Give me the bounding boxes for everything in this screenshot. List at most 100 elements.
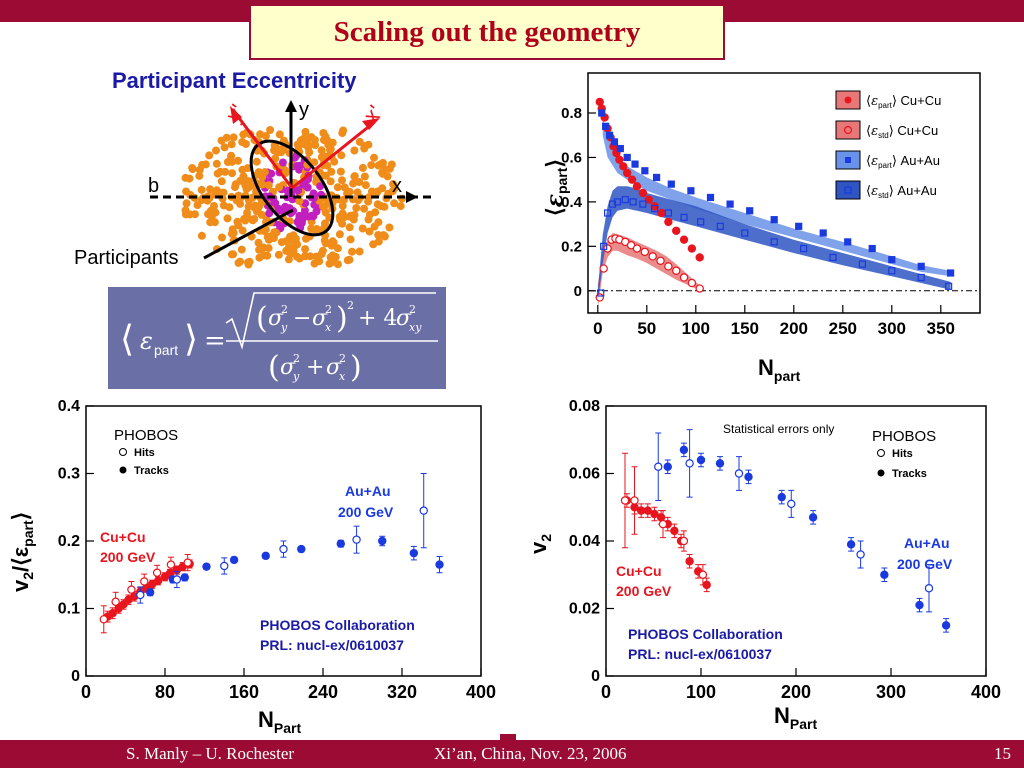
data-point-au-au-std [697,218,705,226]
spectator-nucleon [250,215,259,223]
spectator-nucleon [188,164,197,172]
data-point-au-au-std [770,238,778,246]
spectator-nucleon [338,176,346,185]
legend-swatch-auau-std [835,180,861,200]
legend-tracks-marker [119,466,127,474]
data-point-cu-cu-part [695,253,704,262]
data-point-au-au-part [770,216,778,224]
spectator-nucleon [197,231,206,240]
data-point-au-au-hits [172,575,182,584]
spectator-nucleon [319,129,328,137]
formula-sigma-xy: σ [396,306,412,331]
data-point-cu-cu-hits [183,558,192,567]
y-tick-label: 0.6 [561,149,582,166]
spectator-nucleon [346,235,355,244]
participant-nucleon [316,182,325,191]
data-point-cu-cu-part [657,208,666,218]
cucu-energy-label: 200 GeV [616,583,672,599]
data-point-cu-cu-hits [166,560,176,569]
spectator-nucleon [197,185,206,194]
spectator-nucleon [374,218,383,227]
v2-over-eccentricity-chart: 0 80 160 240 320 400 0 0.1 0.2 0.3 0.4 PHOBOS Hits… [8,398,496,736]
data-point-au-au-tracks [202,562,211,571]
spectator-nucleon [330,157,339,166]
data-point-au-au-part [844,238,852,246]
formula-den-sub-x: x [339,370,346,383]
x-tick-label: 300 [878,319,906,338]
spectator-nucleon [333,183,342,192]
formula-den-plus: + [306,355,324,380]
legend-hits-marker [877,449,885,457]
y-tick-label: 0 [591,668,600,685]
eccentricity-vs-npart-chart: 0 50 100 150 200 250 300 350 0 0.2 0.4 0.6 0.8 ⟨εpar… [542,72,981,384]
spectator-nucleon [317,250,326,258]
cucu-label: Cu+Cu [616,563,662,579]
x-tick-label: 400 [971,682,1001,702]
x-label: x [392,175,402,197]
data-point-au-au-part [795,222,803,230]
data-point-au-au-std [829,253,837,262]
participants-pointer [203,208,294,260]
spectator-nucleon [252,157,261,166]
spectator-nucleon [358,163,367,172]
y-prime-label: y' [221,100,250,127]
data-point-au-au-hits [787,499,796,509]
data-point-cu-cu-part [622,168,632,178]
eccentricity-title: Participant Eccentricity [112,68,357,93]
spectator-nucleon [360,172,369,181]
x-tick-label: 100 [682,319,710,338]
data-point-au-au-std [680,213,688,222]
data-point-cu-cu-hits [111,597,120,606]
spectator-nucleon [374,231,383,239]
formula-sup-2d: 2 [409,303,416,316]
data-point-au-au-tracks [378,536,387,546]
spectator-nucleon [380,232,389,241]
spectator-nucleon [339,126,348,135]
spectator-nucleon [275,130,284,139]
data-point-au-au-part [616,144,624,153]
data-point-au-au-std [664,209,672,217]
x-tick-label: 200 [781,682,811,702]
formula-paren-close: ) [336,301,348,336]
y-tick-label: 0.2 [58,533,80,550]
data-point-au-au-hits [279,544,288,554]
data-point-au-au-part [706,193,715,202]
data-point-au-au-tracks [663,462,672,471]
data-point-au-au-part [819,229,827,237]
spectator-nucleon [227,250,236,259]
spectator-nucleon [295,197,304,205]
data-point-cu-cu-hits [630,496,639,505]
data-point-au-au-std [639,200,647,208]
spectator-nucleon [181,206,190,215]
data-point-cu-cu-hits [679,536,689,546]
spectator-nucleon [312,225,321,233]
formula-den-sup-2a: 2 [293,352,300,365]
legend-label-auau-part: ⟨εpart⟩ Au+Au [866,153,940,170]
spectator-nucleon [219,188,228,197]
spectator-nucleon [355,178,364,186]
footer-bar: S. Manly – U. Rochester Xi’an, China, No… [0,740,1024,768]
participant-nucleon [265,209,274,218]
x-tick-label: 300 [876,682,906,702]
data-point-au-au-std [603,209,612,217]
formula-den-sup-2b: 2 [339,352,346,365]
x-tick-label: 350 [927,319,955,338]
x-tick-label: 250 [829,319,857,338]
spectator-nucleon [238,226,247,235]
spectator-nucleon [301,132,310,141]
spectator-nucleon [228,169,237,178]
data-point-cu-cu-std [679,273,689,282]
spectator-nucleon [240,215,249,223]
band-cu-cu-std [597,233,704,309]
spectator-nucleon [275,183,284,192]
data-point-au-au-part [917,262,925,270]
spectator-nucleon [182,187,191,196]
data-point-au-au-tracks [679,445,689,455]
spectator-nucleon [343,256,352,265]
participant-nucleon [278,158,287,167]
participant-nucleon [294,186,303,195]
spectator-nucleon [369,240,378,249]
x-tick-label: 50 [637,319,656,338]
spectator-nucleon [345,223,354,232]
y-tick-label: 0.4 [561,194,583,211]
